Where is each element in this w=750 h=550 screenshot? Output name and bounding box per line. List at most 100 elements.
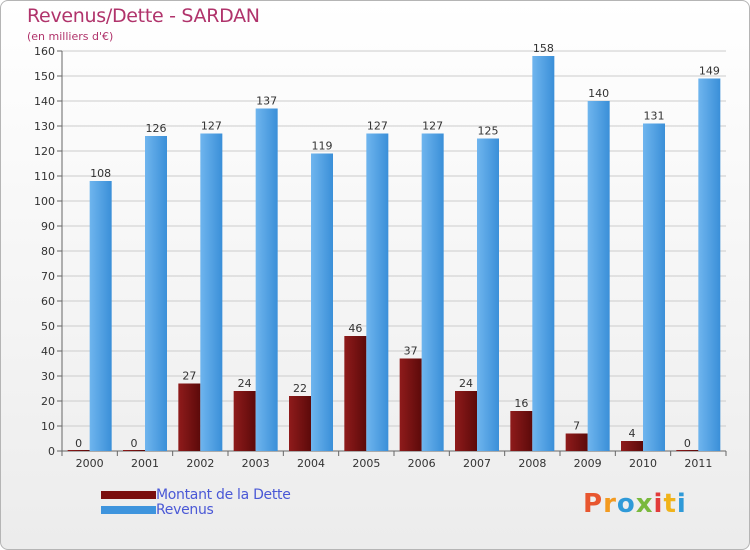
data-label-revenus: 127	[201, 120, 222, 133]
bar-revenus	[477, 138, 499, 451]
data-label-revenus: 126	[146, 122, 167, 135]
data-label-revenus: 149	[699, 65, 720, 78]
data-label-dette: 16	[514, 397, 528, 410]
bar-dette	[344, 336, 367, 451]
x-tick-label: 2007	[463, 457, 491, 470]
bars	[67, 56, 721, 451]
data-label-revenus: 119	[312, 140, 333, 153]
y-tick-label: 10	[41, 420, 55, 433]
y-tick-label: 20	[41, 395, 55, 408]
x-tick-label: 2009	[574, 457, 602, 470]
data-label-revenus: 131	[644, 110, 665, 123]
bar-revenus	[532, 56, 555, 451]
bar-dette	[399, 358, 422, 451]
data-label-dette: 0	[684, 437, 691, 450]
bar-revenus	[145, 136, 167, 451]
bar-revenus	[311, 153, 333, 451]
legend-item-dette: Montant de la Dette	[101, 486, 291, 503]
y-tick-label: 130	[34, 120, 55, 133]
y-tick-label: 50	[41, 320, 55, 333]
bar-dette	[123, 450, 145, 451]
bar-dette	[455, 391, 477, 451]
x-tick-label: 2006	[408, 457, 436, 470]
data-label-dette: 24	[459, 377, 473, 390]
bar-dette	[289, 396, 311, 451]
logo-letter: r	[603, 489, 617, 519]
chart-subtitle: (en milliers d'€)	[27, 30, 114, 43]
bar-dette	[621, 441, 643, 451]
x-tick-label: 2004	[297, 457, 325, 470]
data-label-revenus: 158	[533, 42, 554, 55]
bar-revenus	[643, 123, 665, 451]
bar-dette	[565, 433, 588, 451]
grid-lines	[62, 50, 726, 452]
y-tick-label: 150	[34, 70, 55, 83]
y-tick-label: 110	[34, 170, 55, 183]
y-tick-label: 70	[41, 270, 55, 283]
x-tick-label: 2002	[186, 457, 214, 470]
bar-revenus	[366, 133, 389, 451]
legend-item-revenus: Revenus	[101, 501, 291, 518]
bar-revenus	[698, 78, 721, 451]
x-tick-label: 2008	[518, 457, 546, 470]
bar-dette	[67, 450, 90, 451]
y-tick-label: 60	[41, 295, 55, 308]
data-label-revenus: 137	[256, 95, 277, 108]
bar-revenus	[89, 181, 112, 451]
x-tick-label: 2011	[684, 457, 712, 470]
data-label-dette: 7	[573, 420, 580, 433]
data-label-revenus: 140	[588, 87, 609, 100]
y-tick-label: 80	[41, 245, 55, 258]
y-tick-label: 90	[41, 220, 55, 233]
bar-dette	[676, 450, 699, 451]
data-label-dette: 46	[348, 322, 362, 335]
data-label-revenus: 127	[367, 120, 388, 133]
data-label-dette: 37	[404, 345, 418, 358]
axes: 0102030405060708090100110120130140150160…	[34, 45, 727, 470]
legend-label-revenus: Revenus	[156, 501, 214, 518]
data-label-dette: 4	[629, 427, 636, 440]
proxiti-logo: Proxiti	[583, 489, 687, 519]
legend-swatch-dette	[101, 490, 156, 499]
logo-letter: P	[583, 489, 604, 519]
bar-dette	[233, 391, 256, 451]
logo-letter: t	[663, 489, 677, 519]
x-tick-label: 2001	[131, 457, 159, 470]
y-tick-label: 120	[34, 145, 55, 158]
data-label-revenus: 127	[422, 120, 443, 133]
x-tick-label: 2010	[629, 457, 657, 470]
data-label-dette: 0	[75, 437, 82, 450]
legend-swatch-revenus	[101, 505, 156, 514]
data-label-dette: 0	[131, 437, 138, 450]
x-tick-label: 2000	[76, 457, 104, 470]
logo-letter: x	[635, 489, 654, 519]
y-tick-label: 0	[48, 445, 55, 458]
bar-dette	[178, 383, 201, 451]
logo-letter: i	[676, 489, 687, 519]
y-tick-label: 140	[34, 95, 55, 108]
x-tick-label: 2005	[352, 457, 380, 470]
bar-dette	[510, 411, 533, 451]
data-label-revenus: 108	[90, 167, 111, 180]
data-label-revenus: 125	[478, 125, 499, 138]
logo-letter: i	[653, 489, 664, 519]
legend: Montant de la Dette Revenus	[101, 486, 291, 518]
bar-revenus	[587, 101, 610, 451]
y-tick-label: 100	[34, 195, 55, 208]
y-tick-label: 160	[34, 45, 55, 58]
data-labels: 0 108 0 126 27 127 24 137 22 119 46 127 37 127 24 125 16…	[75, 42, 720, 450]
bar-revenus	[255, 108, 278, 451]
data-label-dette: 22	[293, 382, 307, 395]
data-label-dette: 27	[182, 370, 196, 383]
logo-letter: o	[616, 489, 636, 519]
bar-revenus	[200, 133, 223, 451]
y-tick-label: 30	[41, 370, 55, 383]
chart-title: Revenus/Dette - SARDAN	[27, 5, 260, 27]
legend-label-dette: Montant de la Dette	[156, 486, 291, 503]
data-label-dette: 24	[238, 377, 252, 390]
x-tick-label: 2003	[242, 457, 270, 470]
bar-revenus	[421, 133, 444, 451]
y-tick-label: 40	[41, 345, 55, 358]
